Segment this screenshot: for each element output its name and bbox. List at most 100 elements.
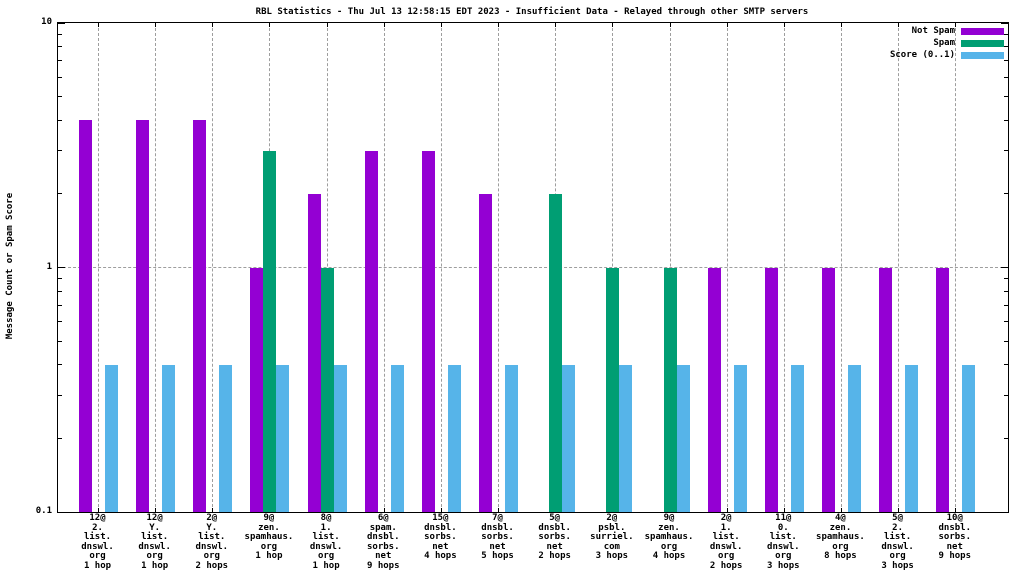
y-minor-tick bbox=[1004, 96, 1008, 98]
y-minor-tick bbox=[1004, 304, 1008, 306]
bar-not-spam bbox=[764, 267, 778, 512]
y-minor-tick bbox=[1004, 394, 1008, 396]
x-category-label: 9@ zen. spamhaus. org 1 hop bbox=[244, 513, 294, 561]
bar-spam bbox=[549, 193, 563, 512]
grid-line-vertical bbox=[898, 23, 900, 512]
x-category-tick bbox=[212, 508, 214, 512]
x-category-label: 5@ 2. list. dnswl. org 3 hops bbox=[881, 513, 914, 571]
y-minor-tick bbox=[1004, 321, 1008, 323]
legend-label: Score (0..1) bbox=[889, 50, 955, 60]
legend-swatch-not-spam bbox=[961, 27, 1004, 35]
y-tick-label: 1 bbox=[46, 261, 52, 272]
x-category-tick bbox=[383, 23, 385, 27]
grid-line-vertical bbox=[383, 23, 385, 512]
y-minor-tick bbox=[58, 340, 62, 342]
bar-score bbox=[276, 364, 290, 512]
x-category-label: 2@ 1. list. dnswl. org 2 hops bbox=[709, 513, 743, 571]
grid-line-vertical bbox=[726, 23, 728, 512]
x-category-label: 5@ dnsbl. sorbs. net 2 hops bbox=[538, 513, 571, 561]
bar-score bbox=[105, 364, 118, 512]
x-category-label: 9@ zen. spamhaus. org 4 hops bbox=[644, 513, 694, 561]
grid-line-vertical bbox=[955, 23, 957, 512]
y-tick-label: 0.1 bbox=[35, 506, 52, 516]
bar-not-spam bbox=[879, 267, 893, 512]
x-category-tick bbox=[955, 23, 957, 27]
y-major-tick bbox=[1001, 511, 1008, 513]
x-category-label: 2@ psbl. surriel. com 3 hops bbox=[590, 513, 634, 561]
x-category-tick bbox=[726, 23, 728, 27]
y-minor-tick bbox=[58, 46, 62, 48]
x-category-label: 11@ 0. list. dnswl. org 3 hops bbox=[767, 513, 800, 571]
y-minor-tick bbox=[58, 304, 62, 306]
x-category-tick bbox=[98, 508, 99, 512]
bar-score bbox=[847, 364, 861, 512]
grid-line-vertical bbox=[440, 23, 442, 512]
legend: Not Spam Spam Score (0..1) bbox=[890, 26, 1004, 60]
x-category-label: 6@ spam. dnsbl. sorbs. net 9 hops bbox=[366, 513, 400, 571]
x-category-tick bbox=[898, 23, 900, 27]
y-tick-label: 10 bbox=[41, 17, 52, 27]
x-category-tick bbox=[98, 23, 99, 27]
legend-swatch-score bbox=[961, 51, 1004, 59]
x-category-tick bbox=[498, 508, 500, 512]
grid-line-vertical bbox=[98, 23, 99, 512]
x-category-tick bbox=[669, 23, 671, 27]
bar-not-spam bbox=[479, 193, 493, 512]
y-minor-tick bbox=[1004, 150, 1008, 152]
y-major-tick bbox=[1001, 267, 1008, 268]
x-category-tick bbox=[326, 23, 328, 27]
y-minor-tick bbox=[1004, 60, 1008, 62]
grid-line-horizontal bbox=[58, 267, 1008, 268]
y-minor-tick bbox=[58, 96, 62, 98]
bar-score bbox=[962, 364, 976, 512]
x-category-label: 7@ dnsbl. sorbs. net 5 hops bbox=[481, 513, 514, 561]
y-minor-tick bbox=[1004, 119, 1008, 121]
y-minor-tick bbox=[1004, 278, 1008, 280]
y-minor-tick bbox=[58, 437, 62, 439]
bar-score bbox=[733, 364, 747, 512]
bar-score bbox=[219, 364, 233, 512]
x-category-tick bbox=[783, 508, 785, 512]
y-minor-tick bbox=[58, 321, 62, 323]
y-minor-tick bbox=[58, 150, 62, 152]
y-minor-tick bbox=[58, 394, 62, 396]
bar-score bbox=[562, 364, 576, 512]
y-minor-tick bbox=[58, 278, 62, 280]
bar-not-spam bbox=[364, 150, 378, 512]
x-category-tick bbox=[383, 508, 385, 512]
y-minor-tick bbox=[58, 119, 62, 121]
x-category-tick bbox=[955, 508, 957, 512]
x-category-tick bbox=[726, 508, 728, 512]
x-category-tick bbox=[840, 508, 842, 512]
x-category-label: 12@ 2. list. dnswl. org 1 hop bbox=[81, 513, 114, 571]
x-category-label: 8@ 1. list. dnswl. org 1 hop bbox=[309, 513, 343, 571]
bar-spam bbox=[606, 267, 620, 512]
y-minor-tick bbox=[1004, 437, 1008, 439]
y-major-tick bbox=[58, 22, 65, 24]
bar-score bbox=[505, 364, 519, 512]
bar-score bbox=[905, 364, 919, 512]
legend-label: Spam bbox=[933, 38, 955, 48]
x-category-label: 2@ Y. list. dnswl. org 2 hops bbox=[195, 513, 229, 571]
legend-swatch-spam bbox=[961, 39, 1004, 47]
bar-not-spam bbox=[136, 120, 150, 512]
x-category-tick bbox=[155, 23, 157, 27]
y-minor-tick bbox=[58, 290, 62, 292]
bar-score bbox=[390, 364, 404, 512]
legend-row: Not Spam bbox=[912, 26, 1004, 36]
bar-not-spam bbox=[193, 120, 207, 512]
x-category-tick bbox=[612, 23, 614, 27]
bar-not-spam bbox=[79, 120, 92, 512]
y-minor-tick bbox=[1004, 33, 1008, 35]
grid-line-vertical bbox=[840, 23, 842, 512]
bar-score bbox=[790, 364, 804, 512]
bar-not-spam bbox=[707, 267, 721, 512]
y-minor-tick bbox=[1004, 340, 1008, 342]
grid-line-vertical bbox=[783, 23, 785, 512]
bar-score bbox=[676, 364, 690, 512]
y-minor-tick bbox=[1004, 364, 1008, 366]
y-minor-tick bbox=[58, 33, 62, 35]
x-category-tick bbox=[212, 23, 214, 27]
grid-line-vertical bbox=[212, 23, 214, 512]
